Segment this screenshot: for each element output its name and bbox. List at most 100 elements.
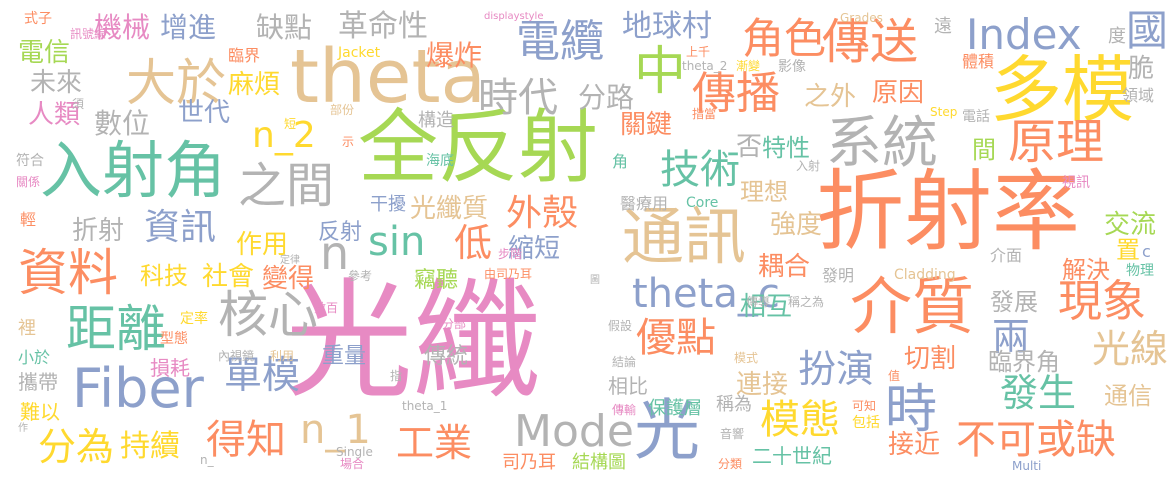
word-displaystyle: displaystyle [484, 11, 544, 22]
word-nanyi: 難以 [20, 400, 60, 424]
word-qieting: 竊聽 [414, 268, 459, 293]
word-yousinaier: 由司乃耳 [484, 267, 533, 281]
word-gouzao: 構造 [418, 110, 454, 131]
word-guanxi: 關係 [16, 175, 41, 189]
word-chuantong: 傳統 [424, 344, 469, 369]
word-tu: 圖 [590, 275, 600, 286]
word-weilai: 未來 [30, 68, 83, 98]
word-zhidang: 指當 [692, 107, 717, 121]
word-keji: 科技 [140, 262, 188, 290]
word-yuanli: 原理 [1008, 114, 1105, 170]
word-yuanyin: 原因 [872, 78, 925, 108]
word-xianxiang: 現象 [1058, 276, 1146, 327]
word-n: n [320, 226, 350, 280]
word-bujie: 步階 [498, 247, 523, 261]
word-di: 低 [454, 221, 493, 265]
word-jishu: 技術 [660, 147, 740, 193]
word-fenlu: 分路 [578, 81, 635, 114]
word-yiliaoyong: 醫療用 [620, 194, 669, 213]
word-shubai: 數百 [314, 301, 339, 315]
word-linjiejiao: 臨界角 [988, 348, 1060, 376]
word-juli: 距離 [66, 300, 166, 358]
word-chuandao: 傳導 [746, 295, 771, 309]
word-cladding: Cladding [894, 267, 956, 283]
word-fenwei: 分為 [38, 425, 115, 469]
word-zhi2: 指 [390, 369, 403, 383]
word-dinglv: 定率 [180, 311, 208, 327]
word-chuansong: 傳送 [822, 14, 919, 70]
word-diqiucun: 地球村 [622, 9, 712, 44]
word-duomo: 多模 [990, 48, 1135, 132]
word-sinaier: 司乃耳 [502, 452, 556, 473]
word-sin: sin [368, 219, 426, 265]
word-cankao: 參考 [348, 269, 373, 283]
word-zhong: 中 [634, 42, 687, 102]
word-guo: 國 [1126, 6, 1169, 55]
word-zheshelv: 折射率 [816, 160, 1081, 263]
word-quanfanshe: 全反射 [358, 101, 598, 194]
word-kezhi: 可知 [852, 399, 877, 413]
word-suoduan: 縮短 [508, 234, 561, 264]
word-shangqian: 上千 [686, 45, 711, 59]
word-single: Single [336, 445, 373, 459]
word-dianxin: 電信 [18, 38, 71, 68]
word-theta-c: theta_c [632, 271, 780, 317]
word-dezhi: 得知 [206, 417, 286, 463]
word-xiangbi: 相比 [608, 374, 648, 398]
word-shizi: 式子 [24, 11, 52, 27]
word-changhe: 場合 [340, 457, 365, 471]
word-gongye: 工業 [396, 421, 473, 465]
word-dianlan: 電纜 [516, 16, 604, 67]
word-zuoyong: 作用 [236, 230, 289, 260]
word-lianjie: 連接 [736, 370, 789, 400]
word-quedian: 缺點 [256, 11, 313, 44]
word-jiashe: 假設 [608, 319, 633, 333]
word-step: Step [930, 105, 958, 119]
word-du: 度 [1108, 26, 1126, 47]
word-shehui: 社會 [202, 262, 255, 292]
word-tongxin: 通信 [1104, 382, 1152, 410]
word-tongxun: 通訊 [622, 200, 747, 273]
word-n-underscore: n_ [200, 453, 214, 467]
word-zuo: 作 [18, 423, 28, 434]
word-guanjian: 關鍵 [620, 110, 673, 140]
word-shi2: 示 [342, 135, 355, 149]
word-bufen: 部份 [330, 103, 355, 117]
word-baokuo: 包括 [852, 415, 880, 431]
word-lingyu: 領域 [1122, 86, 1155, 105]
word-dinglv2: 定律 [280, 255, 300, 266]
word-zhiwai: 之外 [804, 82, 857, 112]
word-fenlei: 分類 [718, 457, 743, 471]
word-motai: 模態 [760, 397, 840, 443]
word-n2: n_2 [252, 115, 316, 156]
word-xitong: 系統 [826, 111, 938, 176]
word-jiejin: 接近 [888, 430, 941, 460]
word-guangxian2: 光線 [1092, 327, 1169, 371]
word-jiemian: 介面 [990, 246, 1023, 265]
word-chengwei: 稱為 [716, 394, 752, 415]
word-hexin: 核心 [218, 286, 318, 344]
word-fou: 否 [736, 132, 763, 162]
word-jiezhi: 介質 [850, 270, 975, 343]
word-fenbu: 分部 [442, 317, 467, 331]
word-rushejiao: 入射角 [40, 134, 227, 207]
word-bukehuoque: 不可或缺 [956, 417, 1116, 463]
word-fasheng: 發生 [1000, 371, 1077, 415]
word-chixu: 持續 [120, 429, 180, 464]
word-guang: 光 [634, 392, 700, 469]
word-tiji: 體積 [962, 52, 995, 71]
word-texing: 特性 [762, 134, 810, 162]
word-index: Index [966, 10, 1082, 59]
word-qiangdu: 強度 [770, 210, 823, 240]
word-jielun: 結論 [612, 355, 637, 369]
word-guangxianzhi: 光纖質 [410, 194, 489, 224]
word-liang: 兩 [992, 315, 1031, 359]
word-shuwei: 數位 [94, 107, 151, 140]
word-banyan: 扮演 [798, 347, 875, 391]
word-c: c [1142, 242, 1151, 261]
word-jiegoutu: 結構圖 [572, 452, 626, 473]
word-zhi: 置 [1116, 236, 1140, 264]
word-jiejue: 解決 [1062, 256, 1110, 284]
word-linjie: 臨界 [228, 46, 261, 65]
